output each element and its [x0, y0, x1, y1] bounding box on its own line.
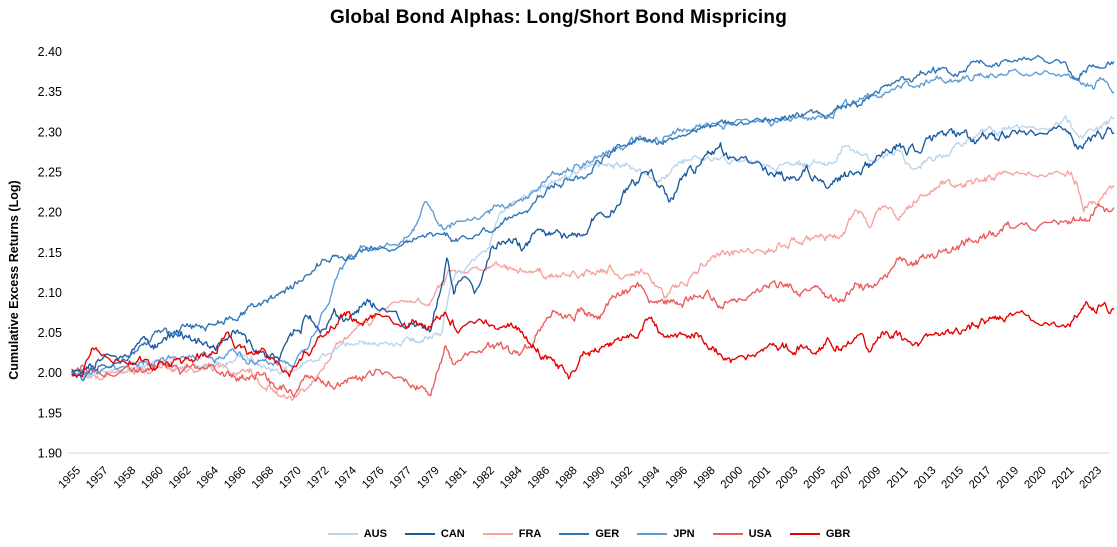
- series-line-aus: [71, 115, 1115, 380]
- x-tick-label: 1992: [608, 465, 635, 492]
- legend-item-usa: USA: [712, 528, 772, 540]
- x-tick-label: 1990: [581, 465, 608, 492]
- legend-item-fra: FRA: [482, 528, 542, 540]
- x-tick-label: 1996: [664, 465, 691, 492]
- x-tick-label: 1982: [470, 465, 497, 492]
- y-tick-label: 2.30: [38, 125, 62, 139]
- y-tick-label: 1.95: [38, 406, 62, 420]
- x-tick-label: 1984: [498, 464, 525, 491]
- x-tick-label: 2020: [1022, 465, 1049, 492]
- legend-label-can: CAN: [440, 528, 465, 540]
- y-tick-label: 2.20: [38, 206, 62, 220]
- legend-swatch-aus: [327, 533, 358, 535]
- x-tick-label: 1998: [691, 465, 718, 492]
- x-tick-label: 1955: [57, 465, 84, 492]
- x-tick-label: 2021: [1050, 465, 1077, 492]
- x-tick-label: 1974: [332, 464, 359, 491]
- x-tick-label: 1986: [526, 465, 553, 492]
- legend-item-aus: AUS: [327, 528, 387, 540]
- series-line-jpn: [71, 68, 1115, 377]
- series-line-usa: [71, 203, 1115, 398]
- x-tick-label: 2013: [912, 465, 939, 492]
- legend-item-jpn: JPN: [637, 528, 695, 540]
- y-tick-label: 2.15: [38, 246, 62, 260]
- x-tick-label: 1972: [305, 465, 332, 492]
- legend-label-ger: GER: [595, 528, 620, 540]
- x-tick-label: 1960: [139, 465, 166, 492]
- legend-swatch-can: [404, 533, 435, 535]
- legend: AUS CAN FRA GER JPN USA GBR: [68, 524, 1110, 544]
- legend-label-usa: USA: [748, 528, 772, 540]
- x-tick-label: 2009: [857, 465, 884, 492]
- legend-swatch-jpn: [637, 533, 668, 535]
- x-tick-label: 2000: [719, 465, 746, 492]
- x-tick-label: 2007: [829, 465, 856, 492]
- x-tick-label: 1958: [112, 465, 139, 492]
- x-tick-label: 1957: [84, 465, 111, 492]
- x-tick-label: 1977: [388, 465, 415, 492]
- x-tick-label: 1962: [167, 465, 194, 492]
- x-tick-label: 1988: [553, 465, 580, 492]
- legend-item-ger: GER: [559, 528, 619, 540]
- legend-swatch-gbr: [789, 533, 820, 535]
- legend-label-fra: FRA: [518, 528, 542, 540]
- x-tick-label: 2001: [746, 465, 773, 492]
- y-tick-label: 2.10: [38, 286, 62, 300]
- series-line-fra: [71, 170, 1115, 402]
- legend-swatch-ger: [559, 533, 590, 535]
- legend-item-gbr: GBR: [789, 528, 851, 540]
- series-line-gbr: [71, 300, 1115, 380]
- legend-label-gbr: GBR: [825, 528, 851, 540]
- y-tick-label: 2.00: [38, 366, 62, 380]
- x-tick-label: 2015: [940, 465, 967, 492]
- x-tick-label: 1981: [443, 465, 470, 492]
- x-tick-label: 1970: [277, 465, 304, 492]
- x-tick-label: 2017: [967, 465, 994, 492]
- y-tick-label: 1.90: [38, 447, 62, 461]
- legend-swatch-usa: [712, 533, 743, 535]
- x-tick-label: 2023: [1078, 465, 1105, 492]
- y-tick-label: 2.40: [38, 45, 62, 59]
- x-tick-label: 2003: [774, 465, 801, 492]
- chart-title: Global Bond Alphas: Long/Short Bond Misp…: [329, 7, 788, 28]
- x-tick-label: 2005: [802, 465, 829, 492]
- y-tick-label: 2.25: [38, 165, 62, 179]
- x-tick-label: 1964: [195, 464, 222, 491]
- legend-label-aus: AUS: [363, 528, 387, 540]
- legend-swatch-fra: [482, 533, 513, 535]
- x-tick-label: 1966: [222, 465, 249, 492]
- x-tick-label: 2019: [995, 465, 1022, 492]
- x-tick-label: 1968: [250, 465, 277, 492]
- series-line-ger: [71, 54, 1115, 382]
- x-tick-label: 1979: [415, 465, 442, 492]
- y-tick-label: 2.35: [38, 85, 62, 99]
- x-tick-label: 1994: [636, 464, 663, 491]
- legend-item-can: CAN: [404, 528, 465, 540]
- legend-label-jpn: JPN: [673, 528, 695, 540]
- y-tick-label: 2.05: [38, 326, 62, 340]
- x-tick-label: 2011: [885, 465, 911, 491]
- x-tick-label: 1976: [360, 465, 387, 492]
- series-line-can: [71, 125, 1115, 375]
